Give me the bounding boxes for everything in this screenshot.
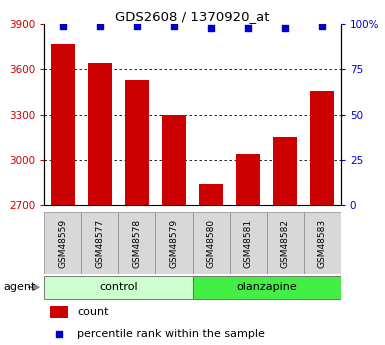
Text: GSM48579: GSM48579 bbox=[169, 219, 179, 268]
Text: control: control bbox=[99, 282, 138, 292]
Bar bbox=[310, 90, 334, 205]
Text: GSM48578: GSM48578 bbox=[132, 219, 141, 268]
Point bbox=[319, 23, 325, 29]
Bar bbox=[81, 212, 119, 274]
Title: GDS2608 / 1370920_at: GDS2608 / 1370920_at bbox=[115, 10, 270, 23]
Text: agent: agent bbox=[4, 282, 36, 292]
Bar bbox=[199, 184, 223, 205]
Text: percentile rank within the sample: percentile rank within the sample bbox=[77, 329, 265, 339]
Bar bbox=[236, 154, 260, 205]
Bar bbox=[267, 212, 304, 274]
Point bbox=[97, 23, 103, 29]
Text: count: count bbox=[77, 307, 109, 317]
Text: GSM48577: GSM48577 bbox=[95, 219, 104, 268]
Text: GSM48583: GSM48583 bbox=[318, 219, 327, 268]
Point bbox=[245, 25, 251, 31]
Text: GSM48580: GSM48580 bbox=[206, 219, 216, 268]
Bar bbox=[304, 212, 341, 274]
Bar bbox=[125, 80, 149, 205]
Bar bbox=[229, 212, 266, 274]
Text: GSM48559: GSM48559 bbox=[58, 219, 67, 268]
Point bbox=[282, 25, 288, 31]
Bar bbox=[44, 212, 81, 274]
Bar bbox=[119, 212, 156, 274]
Point bbox=[171, 23, 177, 29]
Text: GSM48582: GSM48582 bbox=[281, 219, 290, 268]
Bar bbox=[162, 115, 186, 205]
Bar bbox=[273, 137, 297, 205]
Point bbox=[60, 23, 66, 29]
Bar bbox=[88, 63, 112, 205]
Bar bbox=[156, 212, 192, 274]
Text: olanzapine: olanzapine bbox=[236, 282, 297, 292]
Bar bbox=[192, 212, 229, 274]
Text: GSM48581: GSM48581 bbox=[244, 219, 253, 268]
Bar bbox=[50, 306, 68, 318]
Bar bbox=[51, 44, 75, 205]
Bar bbox=[192, 276, 341, 299]
Point bbox=[56, 332, 62, 337]
Point bbox=[208, 25, 214, 31]
Point bbox=[134, 23, 140, 29]
Bar bbox=[44, 276, 192, 299]
